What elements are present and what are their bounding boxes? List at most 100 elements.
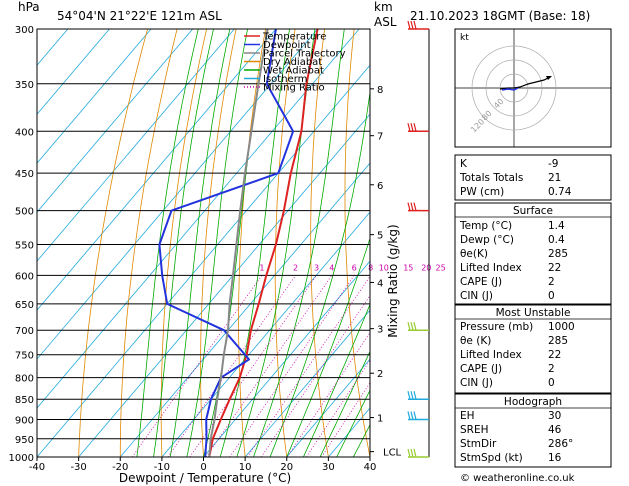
index-label-totals: Totals Totals (459, 172, 523, 184)
lcl-label: LCL (383, 448, 402, 459)
surface-value-li: 22 (548, 262, 561, 274)
wind-barb-feather (413, 202, 417, 211)
pressure-tick-label: 800 (15, 374, 34, 385)
legend-label: Dewpoint (263, 40, 311, 51)
surface-frame (454, 202, 612, 305)
legend-label: Temperature (262, 32, 326, 43)
wet-adiabat-line (336, 389, 370, 457)
wind-barb-feather (407, 391, 411, 400)
mixing-ratio-line (189, 275, 317, 457)
dry-adiabat-line (620, 29, 629, 457)
mixing-ratio-label: 6 (352, 263, 357, 272)
mixing-ratio-label: 3 (314, 263, 319, 272)
index-label-pw: PW (cm) (460, 186, 504, 198)
mu-label-cin: CIN (J) (460, 377, 493, 389)
profile-parcel-trajectory (208, 29, 269, 457)
km-axis-ticks: 8 7 6 5 4 3 2 1 LCL (370, 85, 402, 459)
asl-label: ASL (374, 15, 397, 29)
pressure-tick-label: 750 (15, 351, 34, 362)
hodograph-ring (471, 45, 557, 131)
wind-barb-feather (407, 322, 411, 331)
wet-adiabat-line (319, 350, 370, 457)
hodograph-table-title: Hodograph (504, 396, 562, 408)
mixing-ratio-label: 4 (329, 263, 334, 272)
wind-barb-feather (410, 123, 414, 132)
isotherm-line (37, 64, 370, 457)
surface-label-dewp: Dewp (°C) (460, 234, 514, 246)
hodo-label-sreh: SREH (460, 424, 489, 436)
mixing-ratio-label: 10 (379, 263, 389, 272)
legend-label: Parcel Trajectory (263, 49, 346, 60)
datetime-title: 21.10.2023 18GMT (Base: 18) (410, 9, 590, 23)
mu-value-cape: 2 (548, 363, 555, 375)
wind-barb (407, 123, 429, 133)
km-tick-label: 8 (377, 85, 383, 96)
surface-label-li: Lifted Index (460, 262, 522, 274)
mu-value-pressure: 1000 (548, 321, 575, 333)
x-axis-ticks: -40 -30 -20 -10 0 10 20 30 40 (29, 457, 376, 473)
location-title: 54°04'N 21°22'E 121m ASL (57, 9, 222, 23)
isotherm-line (37, 29, 235, 262)
pressure-tick-label: 550 (15, 240, 34, 251)
hodograph-table-frame (454, 393, 612, 468)
legend-label: Dry Adiabat (263, 57, 322, 68)
hodograph-kt-label: kt (460, 33, 469, 43)
mu-value-li: 22 (548, 349, 561, 361)
mixing-ratio-line (321, 381, 370, 457)
hodograph-table: Hodograph EH 30 SREH 46 StmDir 286° StmS… (454, 393, 612, 468)
wind-barb-feather (410, 322, 414, 331)
mixing-ratio-label: 20 (421, 263, 431, 272)
wind-barb (407, 322, 429, 331)
mixing-ratio-label: 2 (293, 263, 298, 272)
wind-barb-feather (413, 391, 417, 400)
wind-barb-feather (407, 202, 411, 211)
km-tick-label: 5 (377, 231, 383, 242)
most-unstable-frame (454, 304, 612, 394)
pressure-tick-label: 600 (15, 271, 34, 282)
x-tick-label: 30 (322, 462, 335, 473)
mu-label-thetae: θe (K) (460, 335, 491, 347)
isotherm-line (203, 260, 370, 457)
x-tick-label: 20 (280, 462, 293, 473)
most-unstable-table: Most Unstable Pressure (mb) 1000 θe (K) … (454, 304, 612, 394)
pressure-tick-label: 700 (15, 326, 34, 337)
isotherm-line (37, 29, 152, 164)
hpa-label: hPa (18, 0, 40, 14)
dry-adiabat-line (410, 29, 453, 457)
wind-barb-feather (407, 411, 411, 420)
index-value-totals: 21 (548, 172, 561, 184)
wet-adiabat-line (136, 29, 199, 457)
isotherm-line (37, 29, 277, 311)
pressure-tick-label: 500 (15, 207, 34, 218)
hodograph: kt 120 80 40 (454, 28, 612, 148)
wind-barb (407, 202, 429, 212)
x-tick-label: 0 (200, 462, 206, 473)
pressure-tick-label: 1000 (9, 453, 34, 464)
profile-dewpoint (158, 29, 295, 457)
wind-barb-feather (410, 202, 414, 211)
x-tick-label: -40 (29, 462, 45, 473)
x-tick-label: 10 (239, 462, 252, 473)
profile-temperature (208, 29, 319, 457)
y-axis-ticks: 300 350 400 450 500 550 600 650 700 750 800 850 900 9… (9, 25, 34, 464)
km-label: km (374, 0, 393, 14)
km-tick-label: 4 (377, 278, 383, 289)
profiles (158, 29, 319, 457)
mu-label-pressure: Pressure (mb) (460, 321, 533, 333)
hodograph-trace (499, 76, 551, 90)
isotherm-line (78, 113, 370, 457)
mixing-ratio-line (246, 275, 370, 457)
wind-barb-feather (413, 20, 417, 30)
most-unstable-title: Most Unstable (496, 307, 571, 319)
index-value-pw: 0.74 (548, 186, 572, 198)
hodo-value-stmspd: 16 (548, 452, 562, 464)
wind-barb-feather (407, 123, 411, 132)
wind-barb-feather (413, 448, 417, 458)
wind-barb-feather (413, 411, 417, 420)
wind-barb-feather (407, 20, 411, 30)
x-axis-label: Dewpoint / Temperature (°C) (119, 471, 291, 485)
wind-barb-feather (407, 448, 411, 458)
wind-barb-feather (410, 20, 414, 30)
dry-adiabat-line (238, 29, 266, 457)
km-tick-label: 1 (377, 414, 383, 425)
